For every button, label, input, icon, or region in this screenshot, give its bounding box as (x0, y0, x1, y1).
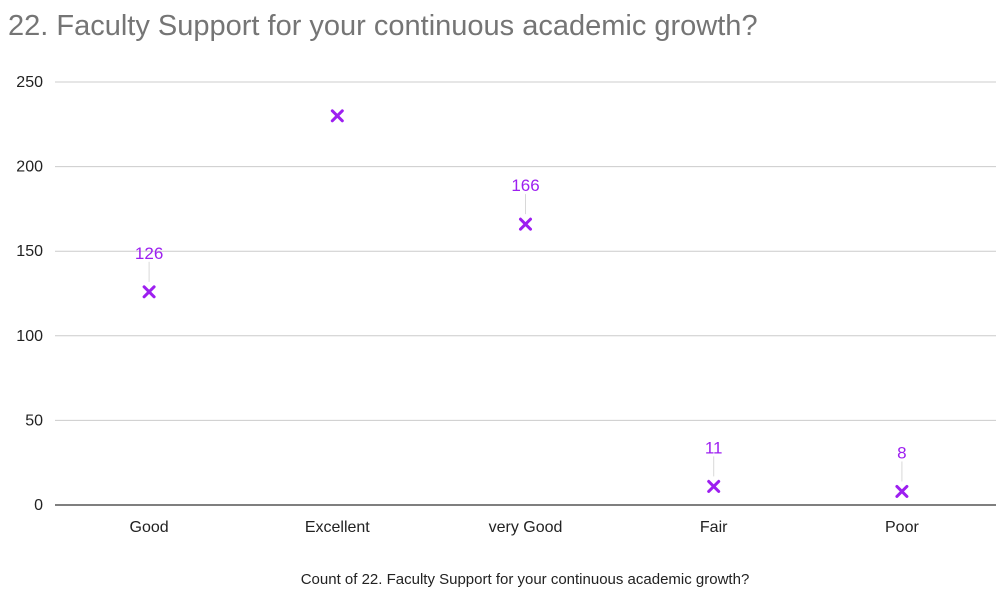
x-axis-title: Count of 22. Faculty Support for your co… (301, 571, 750, 588)
x-axis-ticks: Good Excellent very Good Fair Poor (130, 519, 920, 536)
data-label: 166 (511, 176, 539, 195)
data-label: 8 (897, 443, 906, 462)
y-axis-ticks: 0 50 100 150 200 250 (16, 74, 43, 514)
data-label: 11 (705, 438, 723, 457)
y-tick-label: 250 (16, 74, 43, 91)
x-tick-label: Good (130, 519, 169, 536)
data-point-marker[interactable] (142, 285, 156, 299)
x-tick-label: Poor (885, 519, 919, 536)
x-tick-label: very Good (489, 519, 563, 536)
data-label: 126 (135, 244, 163, 263)
data-point-marker[interactable] (895, 484, 909, 498)
chart-title: 22. Faculty Support for your continuous … (8, 10, 758, 42)
y-tick-label: 200 (16, 159, 43, 176)
data-point-marker[interactable] (330, 109, 344, 123)
data-point-marker[interactable] (519, 217, 532, 231)
y-tick-label: 50 (25, 412, 43, 429)
data-point-marker[interactable] (707, 479, 721, 493)
x-tick-label: Excellent (305, 519, 370, 536)
gridlines (55, 81, 996, 506)
series-points: 126 166 11 8 (135, 109, 909, 498)
y-tick-label: 100 (16, 328, 43, 345)
x-tick-label: Fair (700, 519, 728, 536)
y-tick-label: 0 (34, 497, 43, 514)
y-tick-label: 150 (16, 243, 43, 260)
